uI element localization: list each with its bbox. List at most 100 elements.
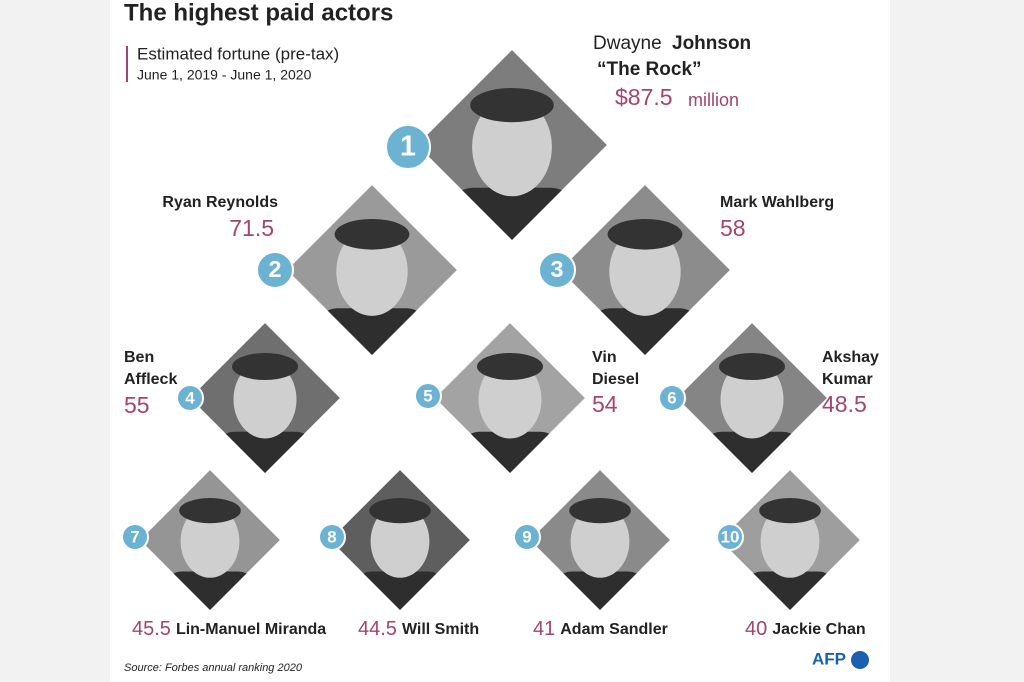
actor-name: Akshay [822, 349, 879, 366]
shoulders [457, 431, 563, 473]
hair [477, 353, 543, 380]
shoulders [585, 308, 705, 355]
actor-label: 44.5 Will Smith [358, 618, 479, 640]
rank-badge [414, 382, 442, 410]
actor-photo [720, 470, 860, 610]
actor-photo [190, 323, 340, 473]
logo: AFP [812, 649, 846, 668]
face [760, 505, 820, 578]
actor-name: Diesel [592, 371, 639, 388]
photo [417, 50, 607, 240]
value: $87.5 [615, 84, 673, 110]
shoulders [212, 431, 318, 473]
rank: 3 [550, 256, 563, 282]
photo [677, 323, 827, 473]
shoulders [741, 571, 839, 610]
title: The highest paid actors [124, 0, 393, 26]
rank: 6 [667, 388, 676, 407]
hair [334, 219, 410, 250]
rank: 1 [400, 131, 416, 163]
hair [470, 88, 554, 123]
actor-name: Mark Wahlberg [720, 194, 834, 211]
value: 44.5 [358, 618, 397, 640]
rank-badge [538, 251, 576, 289]
face [233, 360, 297, 439]
actor-photo [530, 470, 670, 610]
photo [330, 470, 470, 610]
hair [607, 219, 683, 250]
actor-photo [417, 50, 607, 240]
actor-name: Jackie Chan [772, 621, 865, 638]
rank-badge [121, 523, 149, 551]
value: 48.5 [822, 391, 867, 417]
period: June 1, 2019 - June 1, 2020 [137, 67, 312, 83]
logo-dot [851, 651, 869, 669]
rank: 5 [423, 386, 432, 405]
rank-badge [658, 384, 686, 412]
rank: 9 [522, 527, 531, 546]
actor-photo [560, 185, 730, 355]
shoulders [445, 187, 579, 240]
actor-name: Affleck [124, 371, 177, 388]
photo [530, 470, 670, 610]
face [570, 505, 630, 578]
rank-badge [318, 523, 346, 551]
actor-name: Vin [592, 349, 617, 366]
face [609, 227, 681, 316]
photo [190, 323, 340, 473]
shoulders [161, 571, 259, 610]
actor-label: 45.5 Lin-Manuel Miranda [132, 618, 326, 640]
actor-photo [677, 323, 827, 473]
rank: 10 [721, 527, 740, 546]
value: 40 [745, 618, 767, 640]
actor-label: 40 Jackie Chan [745, 618, 866, 640]
value: 54 [592, 391, 618, 417]
face [472, 97, 552, 197]
actor-name: Ben [124, 349, 154, 366]
photo [720, 470, 860, 610]
rank: 4 [185, 388, 195, 407]
rank-badge [176, 384, 204, 412]
photo [140, 470, 280, 610]
hair [569, 498, 631, 524]
face [478, 360, 542, 439]
face [336, 227, 408, 316]
actor-name: Ryan Reynolds [162, 194, 278, 211]
value: 55 [124, 392, 150, 418]
photo [435, 323, 585, 473]
face [370, 505, 430, 578]
value: 71.5 [229, 215, 274, 241]
value: 45.5 [132, 618, 171, 640]
source: Source: Forbes annual ranking 2020 [124, 662, 303, 674]
rank-badge [716, 523, 744, 551]
actor-name: Kumar [822, 371, 873, 388]
hair [232, 353, 298, 380]
photo [287, 185, 457, 355]
actor-photo [435, 323, 585, 473]
actor-photo [140, 470, 280, 610]
shoulders [551, 571, 649, 610]
actor-label: 41 Adam Sandler [533, 618, 668, 640]
rank-badge [256, 251, 294, 289]
hair [719, 353, 785, 380]
nickname: “The Rock” [597, 59, 702, 80]
actor-photo [287, 185, 457, 355]
hair [759, 498, 821, 524]
face [180, 505, 240, 578]
rank: 8 [327, 527, 336, 546]
rank: 7 [130, 527, 139, 546]
rank-badge [385, 124, 431, 170]
face [720, 360, 784, 439]
actor-name: Lin-Manuel Miranda [176, 621, 326, 638]
subtitle: Estimated fortune (pre-tax) [137, 44, 339, 63]
rank-badge [513, 523, 541, 551]
first-name: Dwayne [593, 33, 662, 54]
photo [560, 185, 730, 355]
rank: 2 [268, 256, 281, 282]
hair [369, 498, 431, 524]
shoulders [699, 431, 805, 473]
unit: million [688, 90, 739, 110]
last-name: Johnson [672, 33, 751, 54]
